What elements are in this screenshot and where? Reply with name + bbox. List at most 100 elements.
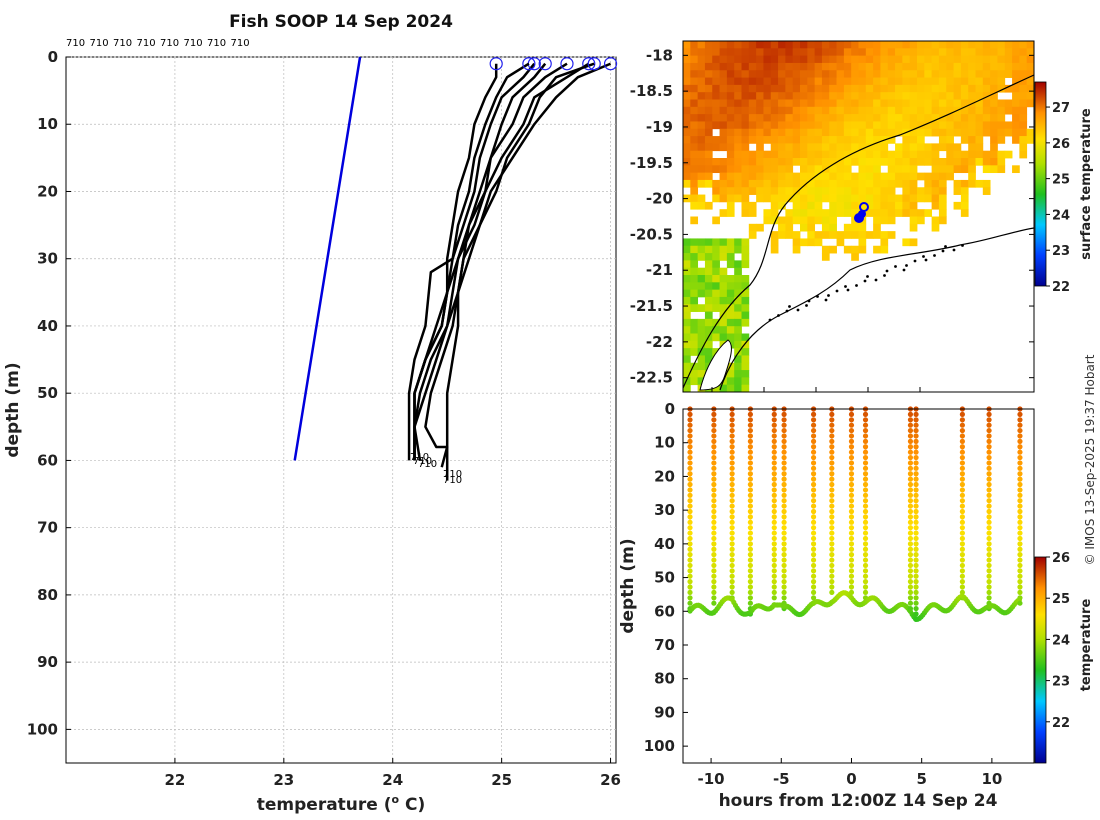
- temperature-point: [959, 589, 965, 596]
- sst-cell: [770, 121, 779, 130]
- sst-cell: [968, 114, 976, 122]
- sst-cell: [917, 143, 925, 152]
- temperature-point: [829, 530, 835, 536]
- sst-cell: [924, 128, 933, 137]
- temperature-point: [711, 600, 717, 606]
- sst-cell: [909, 179, 918, 188]
- sst-cell: [865, 231, 874, 239]
- profile-end-label: 710: [410, 452, 429, 463]
- sst-cell: [719, 318, 728, 327]
- sst-cell: [719, 238, 728, 247]
- xlabel-unit: C): [399, 795, 425, 815]
- sst-cell: [683, 267, 691, 276]
- sst-cell: [938, 48, 947, 57]
- sst-cell: [690, 216, 699, 225]
- sst-cell: [726, 304, 735, 312]
- temperature-point: [771, 589, 777, 596]
- sst-cell: [968, 150, 976, 159]
- sst-cell: [880, 114, 889, 122]
- temperature-point: [1017, 498, 1023, 504]
- sst-cell: [858, 70, 867, 78]
- temperature-point: [1017, 584, 1023, 590]
- temperature-point: [829, 557, 835, 563]
- sst-cell: [763, 48, 772, 57]
- sst-cell: [807, 84, 816, 93]
- temperature-point: [848, 535, 855, 542]
- sst-cell: [697, 70, 706, 78]
- sst-cell: [953, 62, 962, 71]
- temperature-point: [687, 487, 693, 493]
- temperature-point: [771, 498, 777, 504]
- sst-cell: [807, 172, 816, 181]
- sst-cell: [843, 41, 852, 49]
- sst-cell: [880, 179, 889, 188]
- sst-cell: [785, 84, 794, 93]
- surface-marker: [582, 57, 596, 71]
- temperature-point: [986, 471, 992, 477]
- sst-cell: [887, 70, 896, 78]
- sst-cell: [690, 275, 699, 283]
- sst-cell: [800, 201, 808, 210]
- sst-cell: [836, 136, 845, 144]
- temperature-point: [729, 579, 735, 585]
- sst-cell: [1026, 70, 1034, 78]
- temperature-point: [729, 584, 735, 590]
- sst-cell: [880, 77, 889, 86]
- sst-cell: [851, 172, 859, 181]
- sst-cell: [726, 172, 735, 181]
- island-dot: [785, 309, 789, 313]
- sst-cell: [726, 333, 735, 342]
- sst-cell: [712, 165, 720, 174]
- sst-cell: [697, 165, 706, 174]
- sst-cell: [814, 70, 823, 78]
- sst-cell: [719, 275, 728, 283]
- sst-colorbar-tick-label: 23: [1052, 244, 1070, 259]
- sst-cell: [741, 245, 750, 254]
- sst-cell: [792, 201, 801, 210]
- sst-cell: [909, 172, 918, 181]
- profile-xtick-label: 26: [600, 771, 621, 789]
- sst-cell: [741, 362, 750, 371]
- sst-cell: [726, 275, 735, 283]
- sst-cell: [690, 158, 699, 166]
- sst-cell: [880, 150, 889, 159]
- temperature-point: [781, 552, 787, 558]
- island-dot: [885, 269, 889, 273]
- temperature-point: [1017, 579, 1023, 585]
- sst-cell: [792, 238, 801, 247]
- sst-cell: [704, 172, 713, 181]
- sst-cell: [960, 179, 969, 188]
- sst-cell: [683, 84, 691, 93]
- island-dot: [905, 264, 908, 267]
- temperature-point: [848, 568, 855, 574]
- temperature-point: [711, 579, 717, 585]
- sst-cell: [792, 55, 801, 64]
- island-dot: [824, 298, 828, 302]
- temperature-point: [907, 535, 914, 542]
- sst-cell: [756, 77, 764, 86]
- temperature-point: [810, 492, 817, 498]
- temperature-point: [913, 573, 919, 579]
- sst-cell: [858, 158, 867, 166]
- sst-cell: [814, 55, 823, 64]
- sst-cell: [924, 194, 933, 203]
- sst-cell: [800, 77, 808, 86]
- temperature-point: [913, 525, 919, 531]
- sst-cell: [763, 62, 772, 71]
- temperature-point: [986, 465, 992, 471]
- temperature-point: [747, 562, 753, 569]
- sst-cell: [938, 106, 947, 115]
- sst-cell: [997, 99, 1006, 108]
- sst-cell: [858, 106, 867, 115]
- temperature-point: [687, 568, 693, 574]
- temperature-point: [729, 454, 735, 461]
- temperature-point: [687, 552, 693, 558]
- temperature-point: [729, 476, 735, 482]
- sst-cell: [873, 114, 881, 122]
- sst-cell: [1019, 106, 1028, 115]
- sst-cell: [931, 106, 940, 115]
- sst-cell: [902, 62, 911, 71]
- sst-cell: [938, 121, 947, 130]
- sst-cell: [865, 165, 874, 174]
- sst-cell: [807, 158, 816, 166]
